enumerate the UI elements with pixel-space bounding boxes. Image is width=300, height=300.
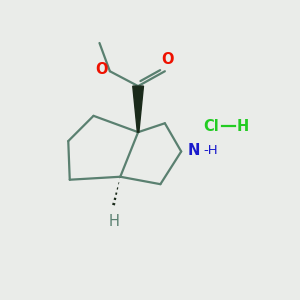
Text: N: N bbox=[188, 142, 200, 158]
Text: H: H bbox=[236, 119, 248, 134]
Polygon shape bbox=[133, 86, 143, 132]
Text: -H: -H bbox=[203, 144, 218, 157]
Text: Cl: Cl bbox=[203, 119, 219, 134]
Text: O: O bbox=[161, 52, 173, 67]
Text: O: O bbox=[95, 62, 108, 77]
Text: H: H bbox=[109, 214, 120, 230]
